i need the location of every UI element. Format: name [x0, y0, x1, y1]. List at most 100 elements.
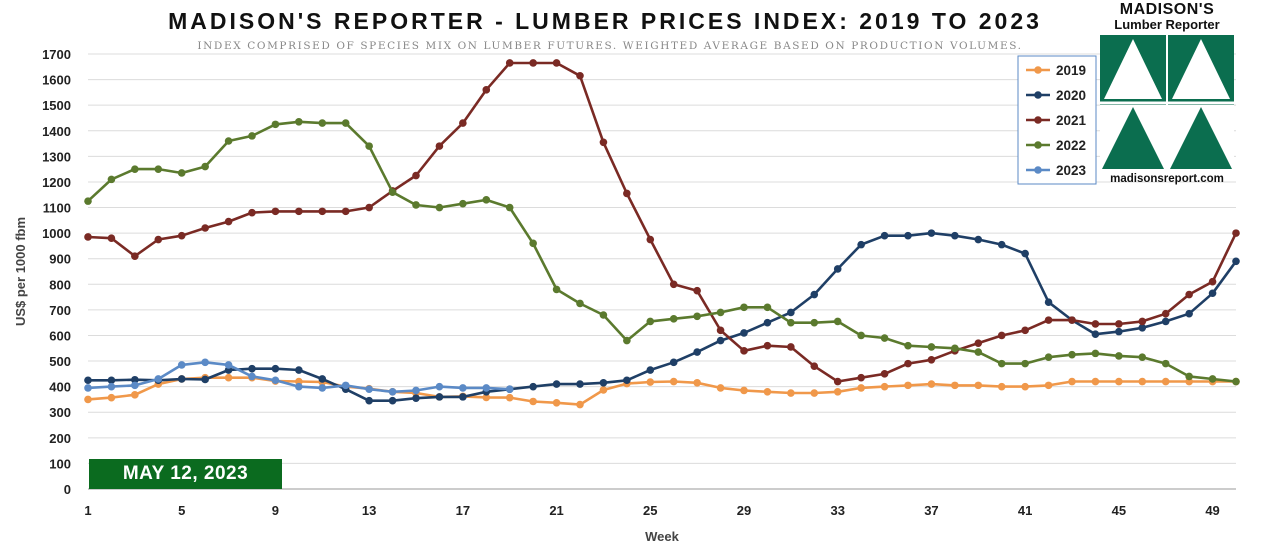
y-tick-label: 0 — [64, 482, 71, 497]
y-tick-label: 1000 — [42, 226, 71, 241]
data-point — [1091, 349, 1100, 358]
series-2021 — [84, 59, 1240, 386]
data-point — [459, 384, 467, 392]
data-point — [107, 175, 116, 184]
data-point — [599, 311, 608, 319]
x-tick-label: 9 — [272, 503, 279, 518]
x-tick-label: 29 — [737, 503, 751, 518]
data-point — [459, 393, 467, 401]
legend-label: 2022 — [1056, 138, 1086, 153]
data-point — [833, 387, 842, 396]
data-point — [435, 203, 444, 212]
data-point — [552, 59, 561, 67]
series-line-2021 — [87, 61, 1238, 383]
data-point — [459, 199, 467, 208]
data-point — [201, 358, 209, 367]
y-axis-label: US$ per 1000 fbm — [13, 217, 28, 326]
data-point — [1021, 382, 1029, 391]
data-point — [84, 384, 92, 392]
legend-swatch-marker — [1034, 166, 1042, 174]
data-point — [248, 208, 256, 217]
data-point — [505, 59, 514, 67]
data-point — [131, 252, 139, 260]
data-point — [1044, 381, 1053, 390]
data-point — [341, 119, 350, 127]
data-point — [951, 381, 959, 390]
data-point — [904, 381, 912, 390]
data-point — [412, 394, 420, 402]
y-tick-label: 600 — [49, 328, 71, 343]
logo-subtitle: Lumber Reporter — [1114, 17, 1220, 32]
data-point — [1208, 375, 1217, 383]
legend-swatch-marker — [1034, 66, 1042, 74]
data-point — [201, 224, 209, 232]
data-point — [1161, 309, 1170, 318]
data-point — [388, 188, 397, 196]
data-point — [154, 235, 163, 244]
data-point — [1115, 377, 1123, 386]
data-point — [810, 318, 819, 327]
x-tick-label: 5 — [178, 503, 185, 518]
data-point — [529, 382, 537, 391]
y-tick-label: 100 — [49, 456, 71, 471]
series-line-2019 — [87, 376, 1236, 406]
data-point — [576, 380, 584, 388]
y-tick-label: 400 — [49, 380, 71, 395]
x-tick-label: 13 — [362, 503, 376, 518]
data-point — [1185, 309, 1193, 318]
data-point — [365, 142, 373, 150]
data-point — [271, 207, 280, 216]
data-point — [693, 348, 701, 356]
data-point — [857, 384, 865, 392]
data-point — [740, 347, 748, 355]
data-point — [107, 234, 116, 243]
data-point — [1161, 317, 1170, 326]
data-point — [295, 118, 303, 126]
data-point — [599, 379, 608, 387]
data-point — [669, 280, 678, 289]
data-point — [974, 381, 983, 390]
data-point — [951, 344, 959, 353]
data-point — [623, 376, 631, 385]
data-point — [1138, 323, 1147, 332]
data-point — [904, 359, 912, 368]
data-point — [1115, 320, 1123, 328]
data-point — [295, 382, 303, 391]
data-point — [435, 142, 444, 150]
data-point — [1021, 249, 1029, 258]
data-point — [529, 397, 537, 406]
data-point — [927, 343, 936, 351]
y-tick-label: 800 — [49, 277, 71, 292]
data-point — [154, 165, 163, 173]
data-point — [107, 393, 116, 402]
data-point — [131, 381, 139, 390]
data-point — [1091, 377, 1100, 386]
data-point — [576, 299, 584, 308]
data-point — [951, 231, 959, 240]
data-point — [833, 265, 842, 273]
data-point — [1185, 290, 1193, 299]
legend-label: 2023 — [1056, 163, 1087, 178]
data-point — [1068, 377, 1076, 386]
y-tick-label: 1500 — [42, 98, 71, 113]
data-point — [388, 396, 397, 405]
y-tick-label: 1700 — [42, 47, 71, 62]
data-point — [646, 317, 655, 326]
data-point — [763, 303, 772, 312]
data-point — [1091, 330, 1100, 338]
data-point — [997, 240, 1006, 249]
chart-title: MADISON'S REPORTER - LUMBER PRICES INDEX… — [168, 8, 1042, 34]
data-point — [997, 382, 1006, 391]
data-point — [131, 375, 139, 384]
y-axis-ticks: 0 100 200 300 400 500 600 700 800 900 1000 1100 1200… — [42, 47, 71, 497]
data-point — [552, 398, 561, 407]
data-point — [107, 376, 116, 385]
data-point — [646, 378, 655, 386]
data-point — [435, 382, 444, 391]
data-point — [974, 348, 983, 356]
data-point — [787, 308, 795, 317]
data-point — [84, 197, 92, 205]
data-point — [1232, 257, 1240, 266]
data-point — [1044, 353, 1053, 362]
y-tick-label: 1600 — [42, 73, 71, 88]
